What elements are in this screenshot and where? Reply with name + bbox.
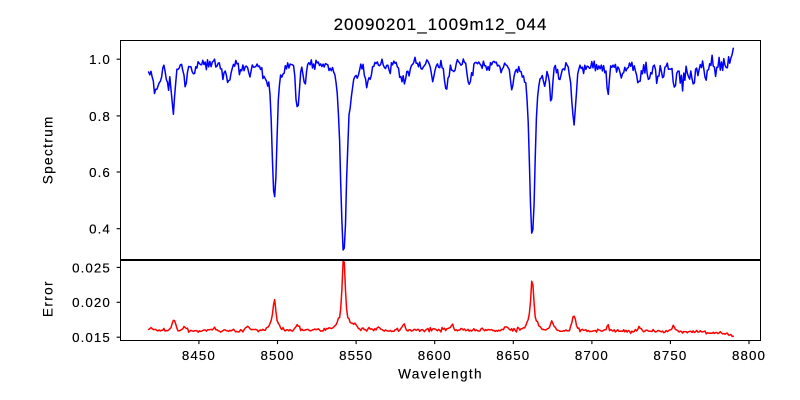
svg-text:8700: 8700: [575, 348, 609, 363]
svg-text:0.015: 0.015: [72, 330, 111, 345]
svg-text:8750: 8750: [653, 348, 687, 363]
svg-text:Wavelength: Wavelength: [398, 366, 483, 381]
svg-text:0.8: 0.8: [89, 109, 111, 124]
svg-text:Spectrum: Spectrum: [41, 115, 56, 184]
svg-text:Error: Error: [41, 280, 56, 317]
svg-text:0.025: 0.025: [72, 260, 111, 275]
svg-text:0.020: 0.020: [72, 295, 111, 310]
svg-text:0.4: 0.4: [89, 222, 111, 237]
svg-text:8550: 8550: [339, 348, 373, 363]
svg-text:8800: 8800: [732, 348, 766, 363]
svg-text:1.0: 1.0: [89, 52, 111, 67]
svg-text:8600: 8600: [418, 348, 452, 363]
svg-text:20090201_1009m12_044: 20090201_1009m12_044: [334, 15, 548, 34]
svg-text:8650: 8650: [496, 348, 530, 363]
svg-text:0.6: 0.6: [89, 165, 111, 180]
svg-text:8450: 8450: [182, 348, 216, 363]
svg-text:8500: 8500: [261, 348, 295, 363]
